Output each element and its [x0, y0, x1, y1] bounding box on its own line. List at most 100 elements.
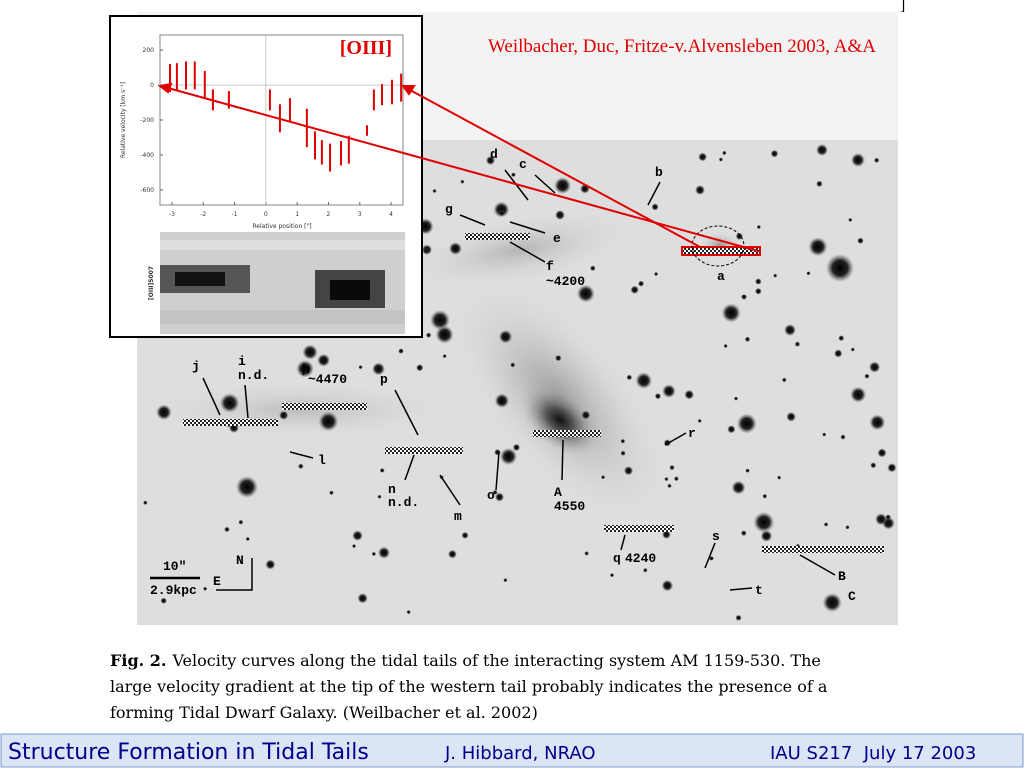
image-label: 2.9kpc — [150, 583, 197, 598]
star — [296, 359, 314, 378]
star — [718, 157, 724, 162]
footer-event: IAU S217 July 17 2003 — [770, 743, 976, 764]
star — [740, 293, 748, 300]
star — [430, 310, 450, 330]
star — [823, 522, 829, 527]
star — [698, 152, 708, 162]
image-label: o — [487, 488, 495, 503]
star — [873, 157, 880, 163]
image-label: n.d. — [238, 368, 269, 383]
star — [442, 354, 447, 359]
star — [637, 280, 645, 287]
star — [651, 203, 659, 211]
image-label: p — [380, 372, 388, 387]
star — [448, 242, 462, 256]
star — [485, 155, 496, 166]
oiii-annotation: [OIII] — [340, 37, 392, 59]
star — [850, 347, 855, 352]
star — [406, 609, 411, 615]
x-axis-label: Relative position ["] — [252, 223, 311, 230]
star — [265, 559, 276, 570]
star — [358, 365, 363, 370]
star — [875, 513, 888, 526]
image-label: s — [712, 529, 720, 544]
star — [754, 287, 762, 295]
star — [669, 464, 675, 471]
y-tick-label: 0 — [150, 82, 154, 89]
star — [494, 448, 501, 456]
star — [745, 468, 750, 473]
star — [620, 450, 626, 456]
caption-label: Fig. 2. — [110, 651, 166, 670]
star — [845, 525, 850, 530]
star — [279, 410, 289, 420]
red-arrows — [157, 82, 759, 252]
star — [760, 530, 773, 542]
star — [554, 177, 572, 195]
image-label: N — [236, 553, 244, 568]
caption-text: large velocity gradient at the tip of th… — [110, 677, 828, 696]
star — [786, 411, 796, 422]
image-label: g — [445, 202, 453, 217]
y-tick-label: -400 — [140, 152, 154, 159]
x-tick-label: -1 — [232, 211, 238, 218]
x-tick-label: -2 — [200, 211, 206, 218]
image-label: C — [848, 589, 856, 604]
star — [620, 438, 626, 444]
star — [684, 389, 695, 400]
caption-text: forming Tidal Dwarf Galaxy. (Weilbacher … — [110, 703, 538, 722]
star — [697, 418, 702, 423]
star — [781, 377, 787, 383]
y-axis-label: Relative velocity [km s⁻¹] — [120, 82, 127, 158]
star — [630, 285, 639, 295]
star — [156, 404, 172, 421]
star — [143, 500, 148, 506]
star — [302, 344, 318, 360]
star — [850, 386, 867, 403]
star — [753, 511, 775, 533]
star — [868, 361, 881, 373]
star — [869, 414, 886, 431]
star — [372, 362, 386, 376]
star — [609, 573, 615, 578]
star — [653, 271, 659, 277]
image-label: 10" — [163, 559, 186, 574]
image-label: f — [546, 259, 554, 274]
star — [461, 531, 469, 539]
x-tick-label: 1 — [295, 211, 299, 218]
star — [736, 413, 757, 434]
star — [423, 247, 429, 254]
star — [492, 489, 498, 495]
star — [887, 463, 897, 473]
star — [840, 434, 846, 440]
star — [784, 324, 796, 336]
star — [379, 467, 385, 473]
star — [727, 425, 736, 434]
image-label: i — [238, 354, 246, 369]
star — [731, 480, 746, 495]
image-label: 4550 — [554, 499, 585, 514]
star — [857, 237, 864, 245]
image-label: e — [553, 231, 561, 246]
star — [555, 210, 565, 220]
image-label: b — [655, 165, 663, 180]
x-tick-label: 0 — [264, 211, 268, 218]
image-label: n.d. — [388, 495, 419, 510]
star — [416, 364, 424, 372]
star — [826, 254, 854, 282]
star — [219, 393, 240, 413]
star — [581, 410, 591, 420]
star — [498, 209, 506, 217]
star — [589, 265, 596, 272]
star — [435, 325, 454, 344]
image-label: m — [454, 509, 462, 524]
image-label: t — [755, 583, 763, 598]
star — [318, 411, 339, 432]
star — [756, 224, 762, 230]
star — [377, 494, 382, 499]
star — [224, 526, 230, 533]
star — [377, 546, 391, 559]
star — [432, 188, 437, 194]
x-tick-label: 2 — [327, 211, 331, 218]
